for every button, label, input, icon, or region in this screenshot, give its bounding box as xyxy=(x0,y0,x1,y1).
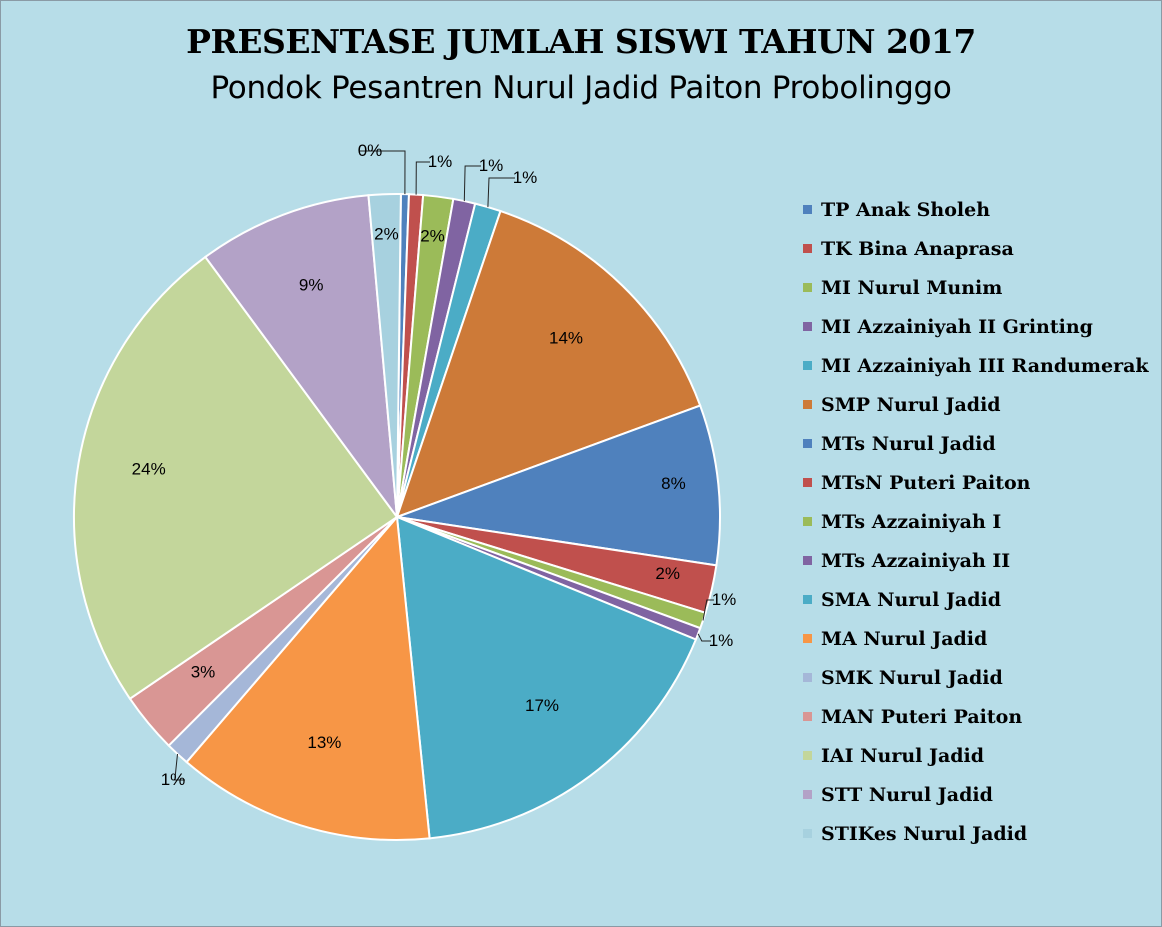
legend-swatch xyxy=(803,439,812,448)
legend-item: MTs Azzainiyah II xyxy=(803,541,1149,580)
legend-swatch xyxy=(803,478,812,487)
legend-item: STT Nurul Jadid xyxy=(803,775,1149,814)
data-label-14: 3% xyxy=(191,663,216,682)
pie-slice-12 xyxy=(185,514,431,841)
leader-line-13 xyxy=(174,753,185,781)
legend-item: SMP Nurul Jadid xyxy=(803,385,1149,424)
data-label-7: 8% xyxy=(661,474,686,493)
pie-slice-17 xyxy=(367,193,402,518)
data-label-12: 13% xyxy=(307,733,341,752)
legend-item: MI Azzainiyah II Grinting xyxy=(803,307,1149,346)
data-label-6: 14% xyxy=(549,329,583,348)
legend-item: MAN Puteri Paiton xyxy=(803,697,1149,736)
legend-swatch xyxy=(803,205,812,214)
pie-slice-11 xyxy=(395,515,698,840)
legend-label: MTs Azzainiyah II xyxy=(821,549,1011,572)
data-label-4: 1% xyxy=(479,156,504,175)
legend-label: MAN Puteri Paiton xyxy=(821,705,1023,728)
legend-swatch xyxy=(803,400,812,409)
pie-slice-15 xyxy=(73,255,399,701)
legend-label: TP Anak Sholeh xyxy=(821,198,991,221)
legend-item: TP Anak Sholeh xyxy=(803,190,1149,229)
legend-item: MTs Nurul Jadid xyxy=(803,424,1149,463)
legend-label: STIKes Nurul Jadid xyxy=(821,822,1028,845)
leader-line-5 xyxy=(487,177,515,208)
legend-label: IAI Nurul Jadid xyxy=(821,744,985,767)
data-label-10: 1% xyxy=(709,631,734,650)
legend-item: MA Nurul Jadid xyxy=(803,619,1149,658)
legend-swatch xyxy=(803,634,812,643)
legend-swatch xyxy=(803,829,812,838)
leader-line-4 xyxy=(463,165,481,202)
data-label-2: 1% xyxy=(428,152,453,171)
legend-item: IAI Nurul Jadid xyxy=(803,736,1149,775)
leader-line-9 xyxy=(702,599,714,621)
legend-label: TK Bina Anaprasa xyxy=(821,237,1014,260)
leader-line-2 xyxy=(415,161,430,195)
data-label-17: 2% xyxy=(374,224,399,243)
legend-label: MI Nurul Munim xyxy=(821,276,1003,299)
legend-item: SMK Nurul Jadid xyxy=(803,658,1149,697)
legend-swatch xyxy=(803,556,812,565)
legend-swatch xyxy=(803,673,812,682)
pie-slice-7 xyxy=(396,404,721,567)
legend-swatch xyxy=(803,595,812,604)
legend-label: MTsN Puteri Paiton xyxy=(821,471,1031,494)
legend: TP Anak Sholeh TK Bina Anaprasa MI Nurul M… xyxy=(803,190,1149,853)
data-label-15: 24% xyxy=(132,460,166,479)
legend-item: MTs Azzainiyah I xyxy=(803,502,1149,541)
legend-item: MI Azzainiyah III Randumerak xyxy=(803,346,1149,385)
legend-swatch xyxy=(803,751,812,760)
legend-swatch xyxy=(803,244,812,253)
data-label-3: 2% xyxy=(420,227,445,246)
data-label-5: 1% xyxy=(513,168,538,187)
legend-label: MTs Azzainiyah I xyxy=(821,510,1002,533)
legend-item: TK Bina Anaprasa xyxy=(803,229,1149,268)
chart-title: PRESENTASE JUMLAH SISWI TAHUN 2017 xyxy=(186,22,976,61)
legend-swatch xyxy=(803,283,812,292)
legend-swatch xyxy=(803,712,812,721)
legend-label: SMP Nurul Jadid xyxy=(821,393,1001,416)
legend-label: SMA Nurul Jadid xyxy=(821,588,1002,611)
legend-label: MTs Nurul Jadid xyxy=(821,432,996,455)
data-label-9: 1% xyxy=(712,590,737,609)
data-label-1: 0% xyxy=(358,141,383,160)
legend-label: MI Azzainiyah III Randumerak xyxy=(821,354,1149,377)
legend-label: MI Azzainiyah II Grinting xyxy=(821,315,1093,338)
legend-item: MI Nurul Munim xyxy=(803,268,1149,307)
leader-line-1 xyxy=(360,150,406,195)
legend-label: SMK Nurul Jadid xyxy=(821,666,1003,689)
legend-swatch xyxy=(803,361,812,370)
chart-subtitle: Pondok Pesantren Nurul Jadid Paiton Prob… xyxy=(210,70,952,106)
data-label-8: 2% xyxy=(655,564,680,583)
leader-line-10 xyxy=(697,633,711,642)
data-label-13: 1% xyxy=(161,770,186,789)
legend-item: SMA Nurul Jadid xyxy=(803,580,1149,619)
legend-label: MA Nurul Jadid xyxy=(821,627,988,650)
pie-slice-16 xyxy=(203,194,399,521)
legend-swatch xyxy=(803,322,812,331)
legend-swatch xyxy=(803,517,812,526)
legend-item: STIKes Nurul Jadid xyxy=(803,814,1149,853)
legend-swatch xyxy=(803,790,812,799)
legend-item: MTsN Puteri Paiton xyxy=(803,463,1149,502)
pie-slice-6 xyxy=(395,209,702,519)
data-label-16: 9% xyxy=(299,275,324,294)
legend-label: STT Nurul Jadid xyxy=(821,783,993,806)
data-label-11: 17% xyxy=(525,696,559,715)
